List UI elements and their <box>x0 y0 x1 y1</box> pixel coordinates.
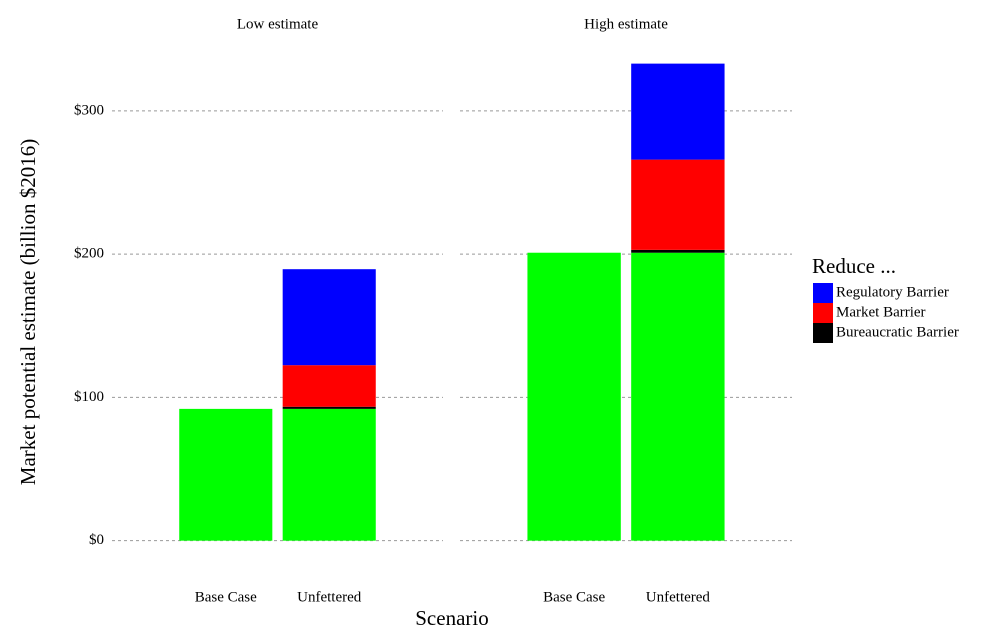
y-tick-label: $0 <box>89 532 104 548</box>
x-tick-label: Unfettered <box>297 589 362 605</box>
y-tick-label: $300 <box>74 102 104 118</box>
y-tick-label: $100 <box>74 389 104 405</box>
y-tick-label: $200 <box>74 246 104 262</box>
panel-title: High estimate <box>584 16 668 32</box>
legend-label: Market Barrier <box>836 304 926 320</box>
panel-title: Low estimate <box>237 16 319 32</box>
legend-title: Reduce ... <box>812 254 896 278</box>
legend-swatch <box>813 303 833 323</box>
legend-label: Bureaucratic Barrier <box>836 324 959 340</box>
bar-segment <box>631 63 725 160</box>
legend-swatch <box>813 283 833 303</box>
x-tick-label: Base Case <box>543 589 605 605</box>
bar-segment <box>631 159 725 250</box>
x-tick-label: Unfettered <box>646 589 711 605</box>
bar-segment <box>282 269 376 366</box>
bar-segment <box>282 408 376 541</box>
bar-segment <box>527 252 621 541</box>
bar-segment <box>179 408 273 541</box>
bar-segment <box>631 249 725 253</box>
bar-segment <box>282 365 376 407</box>
legend-label: Regulatory Barrier <box>836 284 949 300</box>
x-tick-label: Base Case <box>195 589 257 605</box>
y-axis-label: Market potential estimate (billion $2016… <box>16 139 40 485</box>
bar-segment <box>282 406 376 409</box>
x-axis-label: Scenario <box>415 606 488 630</box>
legend-swatch <box>813 323 833 343</box>
bar-segment <box>631 252 725 541</box>
